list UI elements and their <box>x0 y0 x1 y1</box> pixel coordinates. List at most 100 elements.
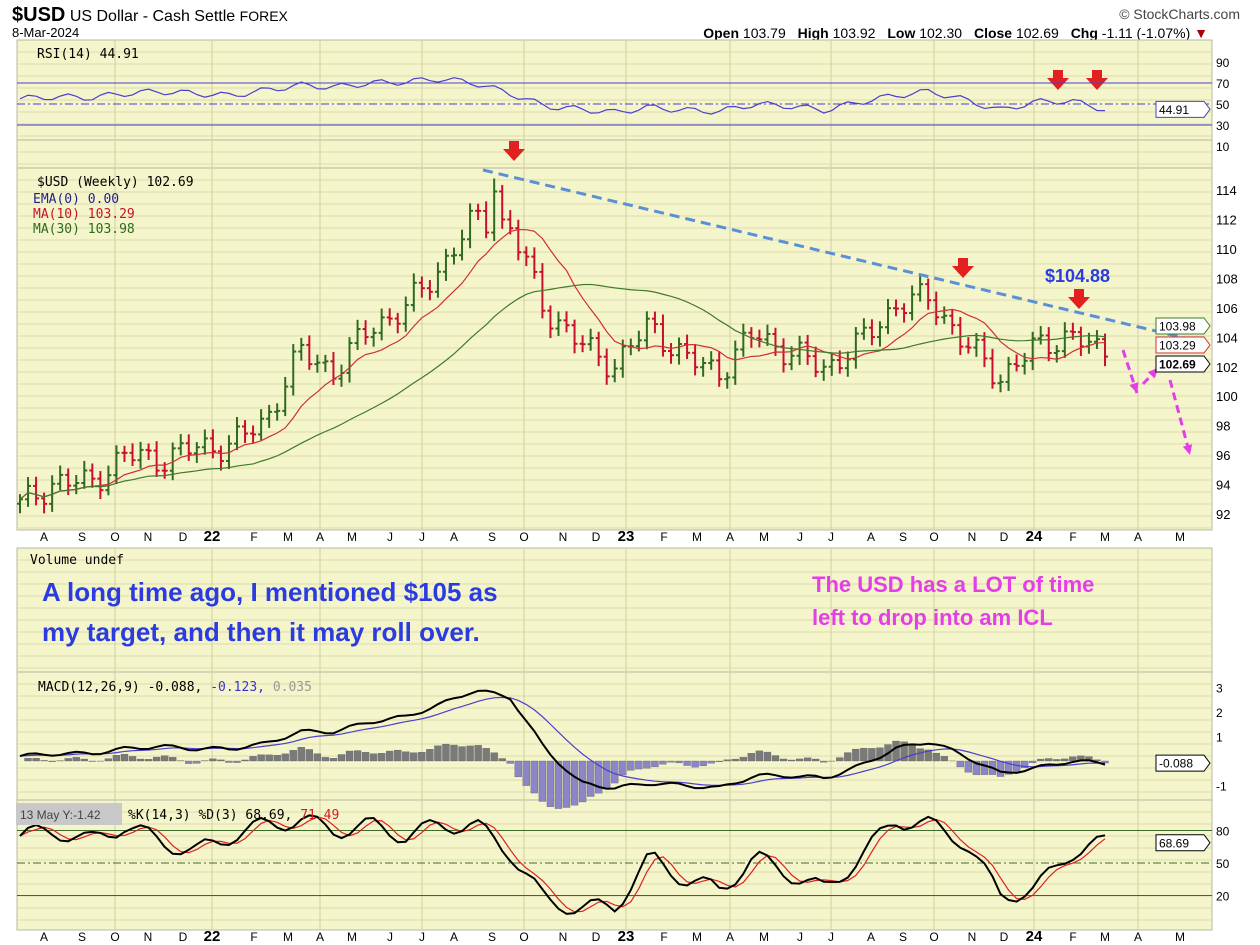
macd-histogram-bar <box>779 758 788 762</box>
price-bar <box>201 429 208 455</box>
price-bar <box>893 299 900 317</box>
x-tick-label: A <box>1134 530 1142 544</box>
x-tick-label: J <box>387 930 393 944</box>
macd-histogram-bar <box>892 740 900 762</box>
crosshair-tooltip: 13 May Y:-1.42 <box>20 808 101 822</box>
stoch-axis-label: 80 <box>1216 825 1230 839</box>
macd-axis-label: 1 <box>1216 731 1223 745</box>
price-bar <box>185 434 192 461</box>
x-tick-label: M <box>283 930 293 944</box>
macd-histogram-bar <box>442 743 450 762</box>
price-bar <box>49 475 56 512</box>
red-down-arrow-icon <box>1047 70 1069 90</box>
x-tick-label: N <box>144 930 153 944</box>
price-bar <box>274 403 281 421</box>
x-tick-label: M <box>759 530 769 544</box>
x-tick-label: N <box>144 530 153 544</box>
price-bar <box>603 348 610 385</box>
price-bar <box>290 344 297 396</box>
macd-histogram-bar <box>820 760 828 763</box>
price-bar <box>933 291 940 326</box>
macd-histogram-bar <box>586 760 595 797</box>
price-bar <box>33 476 40 506</box>
macd-histogram-bar <box>570 760 579 806</box>
x-tick-label: A <box>867 530 875 544</box>
price-bar <box>909 285 916 321</box>
price-legend: $USD (Weekly) 102.69 <box>37 175 194 190</box>
tag-shape <box>1155 336 1211 354</box>
macd-histogram-bar <box>924 749 932 762</box>
macd-histogram-bar <box>763 751 772 762</box>
price-bar <box>595 331 602 367</box>
price-bar <box>852 326 859 369</box>
rsi-axis-label: 50 <box>1216 98 1230 112</box>
macd-axis-label: -1 <box>1216 780 1227 794</box>
macd-histogram-bar <box>241 759 249 762</box>
macd-histogram-bar <box>1061 758 1069 762</box>
macd-histogram-bar <box>426 749 434 762</box>
macd-histogram-bar <box>836 757 844 762</box>
macd-histogram-bar <box>691 760 699 768</box>
price-bar <box>370 327 377 347</box>
macd-histogram-bar <box>1045 758 1053 762</box>
price-bar <box>113 445 120 485</box>
macd-value-tag: -0.088 <box>1155 754 1211 772</box>
macd-histogram-bar <box>273 755 281 762</box>
volume-legend: Volume undef <box>30 553 124 568</box>
x-tick-label: F <box>250 930 257 944</box>
macd-histogram-bar <box>353 750 362 762</box>
macd-histogram-bar <box>940 756 948 762</box>
ma10-legend: MA(10) 103.29 <box>33 207 135 222</box>
ohlc-readout: Open 103.79 High 103.92 Low 102.30 Close… <box>703 25 1208 41</box>
price-bar <box>217 445 224 471</box>
price-bar <box>177 434 184 456</box>
ma30-legend: MA(30) 103.98 <box>33 222 135 237</box>
resistance-trendline <box>482 168 1211 346</box>
price-bar <box>515 219 522 261</box>
price-bar <box>587 328 594 351</box>
x-tick-label: S <box>488 930 496 944</box>
ma30-value-tag: 103.98 <box>1155 317 1211 335</box>
price-bar <box>314 354 321 373</box>
price-bar <box>965 337 972 354</box>
price-bar <box>105 465 112 496</box>
macd-histogram-bar <box>1053 759 1061 762</box>
rsi-value-tag: 44.91 <box>1155 100 1211 118</box>
macd-histogram-bar <box>289 750 297 762</box>
x-tick-label: M <box>347 930 357 944</box>
x-tick-label: J <box>797 930 803 944</box>
price-bar <box>507 210 514 235</box>
note-right-line1: The USD has a LOT of time <box>812 572 1094 597</box>
macd-histogram-bar <box>852 748 860 762</box>
x-tick-label: 24 <box>1026 928 1043 945</box>
macd-histogram-bar <box>635 760 643 770</box>
price-bar <box>668 343 674 364</box>
price-bar <box>266 404 273 428</box>
price-bar <box>209 429 216 459</box>
projection-arrowhead-icon <box>1129 382 1139 393</box>
tag-value: 102.69 <box>1159 358 1196 372</box>
x-tick-label: O <box>519 530 528 544</box>
price-axis-label: 102 <box>1216 360 1238 375</box>
price-bar <box>410 273 417 312</box>
macd-histogram-bar <box>337 754 346 762</box>
price-bar <box>788 346 795 371</box>
stoch-axis-label: 20 <box>1216 889 1230 903</box>
note-left-line2: my target, and then it may roll over. <box>42 617 480 647</box>
price-bar <box>716 351 723 387</box>
price-bar <box>676 337 683 365</box>
x-tick-label: N <box>559 930 568 944</box>
x-tick-label: M <box>692 930 702 944</box>
x-tick-label: A <box>450 530 458 544</box>
macd-histogram-bar <box>1004 760 1013 775</box>
chart-date: 8-Mar-2024 <box>12 25 80 40</box>
price-bar <box>475 203 482 221</box>
x-tick-label: 23 <box>618 928 635 945</box>
price-bar <box>1013 354 1020 372</box>
x-tick-label: M <box>1100 530 1110 544</box>
macd-histogram-bar <box>136 758 145 762</box>
brand-link[interactable]: © StockCharts.com <box>1119 6 1240 22</box>
tag-value: 68.69 <box>1159 836 1189 850</box>
x-tick-label: F <box>660 930 667 944</box>
macd-histogram-bar <box>40 760 48 762</box>
